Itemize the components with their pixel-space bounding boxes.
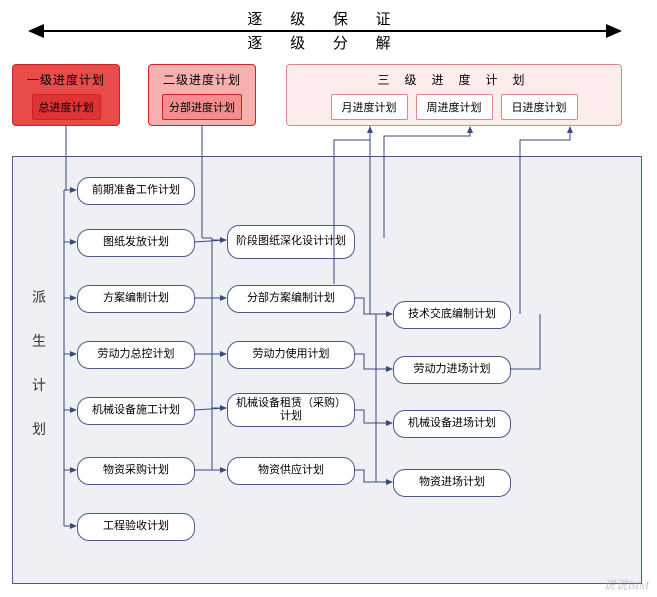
node-prep: 前期准备工作计划 (77, 177, 195, 205)
side-label: 派 生 计 划 (31, 277, 47, 453)
node-sub-scheme: 分部方案编制计划 (227, 285, 355, 313)
node-stage-drawing: 阶段图纸深化设计计划 (227, 225, 355, 259)
header-arrow: 逐 级 保 证 逐 级 分 解 (30, 8, 620, 58)
level2-sub: 分部进度计划 (162, 94, 242, 120)
node-labor-use: 劳动力使用计划 (227, 341, 355, 369)
side-char-2: 生 (31, 321, 47, 365)
level3-sub1: 月进度计划 (331, 94, 408, 120)
node-acceptance: 工程验收计划 (77, 513, 195, 541)
side-char-1: 派 (31, 277, 47, 321)
level1-title: 一级进度计划 (21, 71, 111, 88)
node-labor-total: 劳动力总控计划 (77, 341, 195, 369)
node-drawing: 图纸发放计划 (77, 229, 195, 257)
header-bottom-text: 逐 级 分 解 (30, 32, 620, 53)
level3-group: 三 级 进 度 计 划 月进度计划 周进度计划 日进度计划 (286, 64, 622, 126)
side-char-3: 计 (31, 365, 47, 409)
level3-title: 三 级 进 度 计 划 (295, 71, 613, 88)
node-mech-cons: 机械设备施工计划 (77, 397, 195, 425)
node-tech: 技术交底编制计划 (393, 301, 511, 329)
node-material-enter: 物资进场计划 (393, 469, 511, 497)
node-mech-rent: 机械设备租赁（采购）计划 (227, 393, 355, 427)
level1-group: 一级进度计划 总进度计划 (12, 64, 120, 126)
level3-sub3: 日进度计划 (501, 94, 578, 120)
watermark: 说说BIM (604, 576, 649, 593)
level3-sub2: 周进度计划 (416, 94, 493, 120)
node-scheme: 方案编制计划 (77, 285, 195, 313)
level2-title: 二级进度计划 (157, 71, 247, 88)
node-material-supply: 物资供应计划 (227, 457, 355, 485)
derived-plan-panel: 派 生 计 划 前期准备工作计划 图纸发放计划 方案编制计划 劳动力总控计划 机… (12, 156, 642, 584)
side-char-4: 划 (31, 409, 47, 453)
node-mech-enter: 机械设备进场计划 (393, 410, 511, 438)
header-top-text: 逐 级 保 证 (30, 8, 620, 29)
node-labor-enter: 劳动力进场计划 (393, 356, 511, 384)
level2-group: 二级进度计划 分部进度计划 (148, 64, 256, 126)
level1-sub: 总进度计划 (32, 94, 101, 120)
node-material-purchase: 物资采购计划 (77, 457, 195, 485)
